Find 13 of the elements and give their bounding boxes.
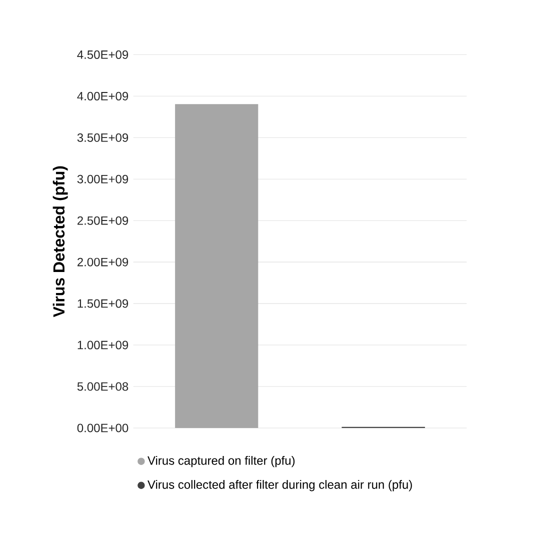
legend-label: Virus collected after filter during clean air run (pfu) bbox=[148, 480, 412, 492]
y-tick-label: 4.00E+09 bbox=[77, 92, 128, 100]
y-tick-label: 4.50E+09 bbox=[77, 50, 128, 59]
y-tick-label: 0.00E+00 bbox=[78, 424, 128, 432]
y-tick-label: 3.00E+09 bbox=[78, 174, 128, 184]
y-axis-title: Virus Detected (pfu) bbox=[53, 166, 68, 318]
y-tick-label: 1.50E+09 bbox=[78, 299, 128, 308]
legend-label: Virus captured on filter (pfu) bbox=[148, 456, 295, 468]
y-tick-label: 2.00E+09 bbox=[78, 258, 128, 266]
y-tick-label: 3.50E+09 bbox=[78, 133, 128, 142]
y-tick-label: 2.50E+09 bbox=[78, 216, 128, 225]
y-tick-label: 5.00E+08 bbox=[78, 382, 128, 391]
y-tick-label: 1.00E+09 bbox=[78, 340, 128, 350]
